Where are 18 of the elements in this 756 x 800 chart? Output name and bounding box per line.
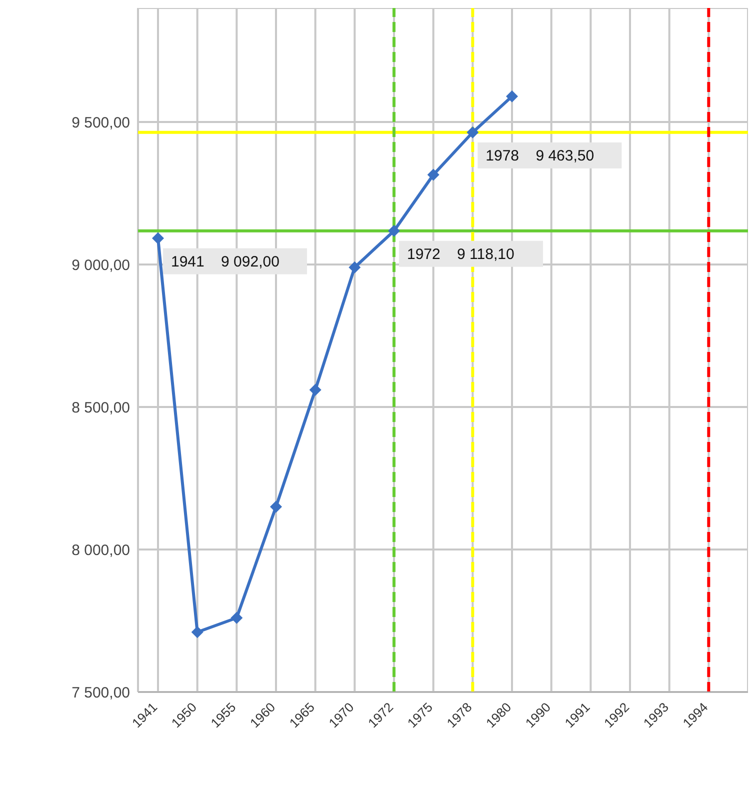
annotation: 1972 9 118,10 (407, 246, 514, 263)
y-tick-label: 9 000,00 (72, 256, 130, 274)
point (191, 626, 204, 638)
point (506, 90, 518, 102)
point (466, 126, 479, 138)
y-tick-label: 8 000,00 (72, 542, 130, 559)
point (230, 612, 243, 624)
point (270, 500, 282, 513)
annotation: 1941 9 092,00 (171, 253, 280, 270)
y-tick-label: 9 500,00 (72, 114, 130, 132)
point (309, 384, 322, 396)
point (427, 168, 440, 181)
point (152, 232, 164, 244)
point (388, 224, 400, 237)
point (348, 261, 361, 274)
annotation: 1978 9 463,50 (486, 147, 594, 164)
y-tick-label: 7 500,00 (72, 684, 130, 702)
y-tick-label: 8 500,00 (72, 399, 130, 416)
